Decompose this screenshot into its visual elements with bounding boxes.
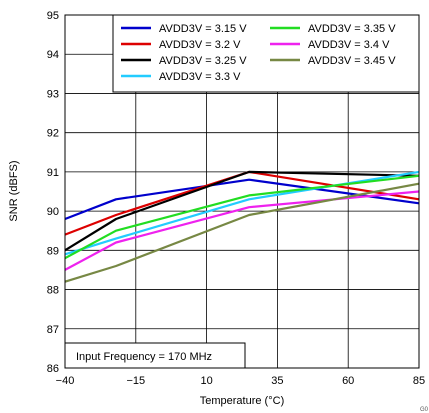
y-tick-label: 90 [47, 206, 59, 218]
axis-ticks: −40 −15 10 35 60 85 86 87 88 89 90 91 92 93 94 95 [47, 10, 425, 387]
legend: AVDD3V = 3.15 V AVDD3V = 3.2 V AVDD3V = 3.… [112, 14, 420, 93]
x-axis-title: Temperature (°C) [200, 395, 284, 407]
y-tick-label: 95 [47, 10, 59, 22]
x-tick-label: 60 [342, 375, 354, 387]
series-line [64, 178, 420, 221]
legend-label: AVDD3V = 3.45 V [308, 55, 396, 67]
y-tick-label: 92 [47, 128, 59, 140]
y-axis-title: SNR (dBFS) [8, 160, 20, 221]
legend-label: AVDD3V = 3.3 V [159, 71, 241, 83]
series-line [64, 170, 420, 252]
annotation-box: Input Frequency = 170 MHz [64, 342, 246, 369]
series-line [64, 174, 420, 260]
y-tick-label: 93 [47, 88, 59, 100]
legend-label: AVDD3V = 3.35 V [308, 23, 396, 35]
y-tick-label: 89 [47, 245, 59, 257]
y-tick-label: 87 [47, 324, 59, 336]
legend-label: AVDD3V = 3.4 V [308, 39, 390, 51]
series-line [64, 182, 420, 283]
x-tick-label: −40 [56, 375, 75, 387]
x-tick-label: 10 [200, 375, 212, 387]
figure-id-label: G0 [420, 407, 429, 413]
legend-box [112, 14, 420, 93]
x-tick-label: 35 [271, 375, 283, 387]
annotation-text: Input Frequency = 170 MHz [76, 351, 212, 363]
y-tick-label: 86 [47, 363, 59, 375]
legend-label: AVDD3V = 3.2 V [159, 39, 241, 51]
legend-label: AVDD3V = 3.25 V [159, 55, 247, 67]
y-tick-label: 94 [47, 49, 59, 61]
y-tick-label: 88 [47, 285, 59, 297]
x-tick-label: 85 [413, 375, 425, 387]
y-tick-label: 91 [47, 167, 59, 179]
series-lines [64, 170, 420, 283]
legend-label: AVDD3V = 3.15 V [159, 23, 247, 35]
x-tick-label: −15 [126, 375, 145, 387]
